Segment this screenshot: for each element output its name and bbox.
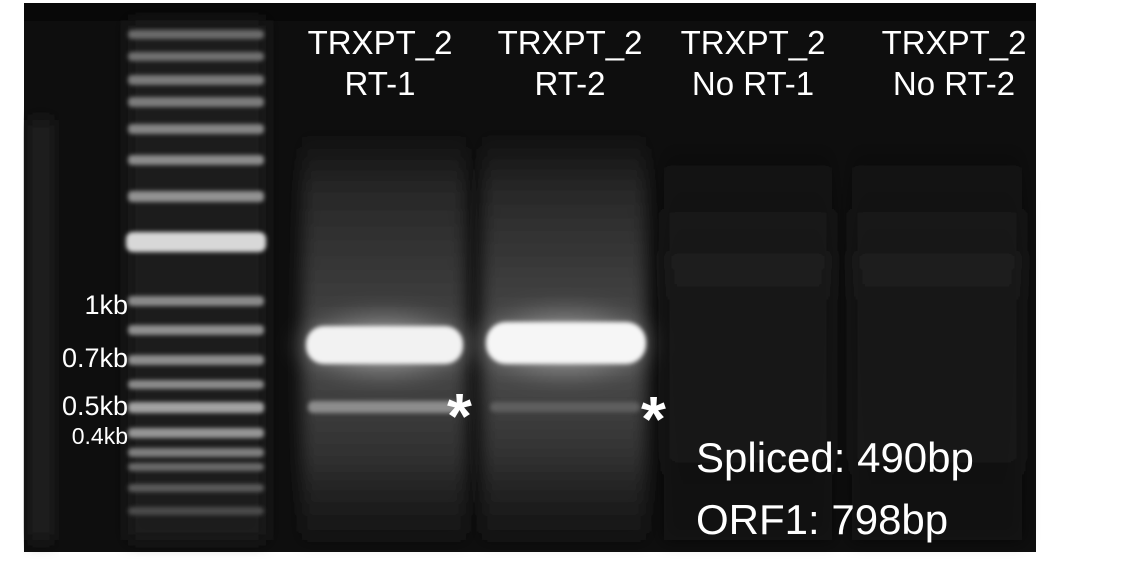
lane-rt-1: [284, 130, 484, 540]
band-spliced: [308, 401, 458, 413]
ladder-band: [128, 484, 264, 492]
annotation-spliced: Spliced: 490bp: [696, 434, 974, 481]
asterisk-rt-1: *: [447, 380, 472, 452]
lane-title-no-rt-2: TRXPT_2 No RT-2: [864, 26, 1044, 100]
marker-0-4kb: 0.4kb: [71, 423, 128, 449]
lane-no-rt-2: [852, 140, 1022, 540]
lane-title-line1: TRXPT_2: [680, 24, 826, 61]
lane-title-line1: TRXPT_2: [881, 24, 1027, 61]
ladder-band: [128, 448, 264, 457]
ladder-band: [128, 155, 264, 165]
ladder-band: [128, 97, 264, 107]
lane-title-no-rt-1: TRXPT_2 No RT-1: [663, 26, 843, 100]
lane-title-line2: RT-1: [344, 65, 416, 102]
ladder-band: [128, 402, 264, 413]
marker-0-7kb: 0.7kb: [61, 343, 128, 373]
lane-title-line2: No RT-2: [892, 65, 1016, 102]
band-orf1: [486, 322, 646, 364]
band-orf1: [306, 326, 463, 364]
ladder-band: [128, 30, 264, 39]
lane-title-rt-2: TRXPT_2 RT-2: [480, 26, 660, 100]
edge-glow: [30, 120, 52, 540]
ladder-band: [128, 355, 264, 365]
lane-title-line2: No RT-1: [691, 65, 815, 102]
marker-1kb: 1kb: [84, 290, 128, 320]
lane-title-rt-1: TRXPT_2 RT-1: [290, 26, 470, 100]
ladder-band: [128, 124, 264, 134]
asterisk-rt-2: *: [641, 383, 666, 455]
lane-title-line1: TRXPT_2: [497, 24, 643, 61]
ladder-band-bright: [126, 232, 266, 252]
ladder-band: [128, 296, 264, 306]
ladder-band: [128, 325, 264, 335]
annotation-orf1: ORF1: 798bp: [696, 496, 949, 543]
ladder-band: [128, 507, 264, 515]
lane-title-line2: RT-2: [534, 65, 606, 102]
ladder-band: [128, 380, 264, 389]
lane-rt-2: [463, 130, 667, 540]
ladder-band: [128, 191, 264, 202]
ladder-band: [128, 52, 264, 61]
ladder-band: [128, 463, 264, 471]
ladder-band: [128, 75, 264, 85]
ladder-band: [128, 428, 264, 438]
well-edge-shadow: [24, 3, 1036, 21]
lane-no-rt-1: [664, 140, 832, 540]
band-spliced: [490, 402, 640, 412]
ladder-lane: [126, 20, 266, 540]
marker-0-5kb: 0.5kb: [61, 391, 128, 421]
lane-title-line1: TRXPT_2: [307, 24, 453, 61]
